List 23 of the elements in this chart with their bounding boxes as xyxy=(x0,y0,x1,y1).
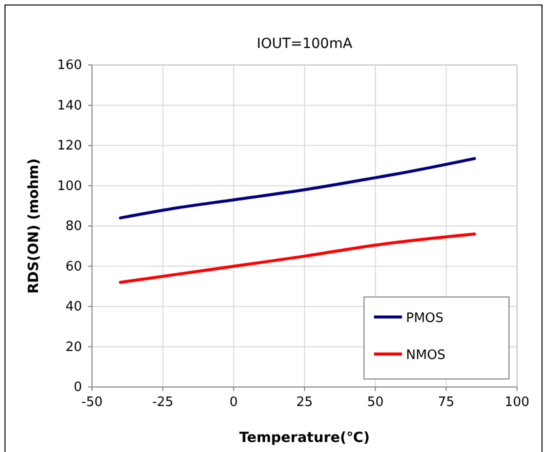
x-tick-label: 100 xyxy=(504,395,530,410)
y-tick-label: 20 xyxy=(65,340,82,355)
x-tick-label: -25 xyxy=(152,395,174,410)
line-series xyxy=(118,157,476,220)
legend-label: NMOS xyxy=(406,348,446,363)
y-tick-label: 40 xyxy=(65,300,82,315)
x-tick-label: -50 xyxy=(81,395,103,410)
line-series xyxy=(118,232,476,284)
y-tick-label: 100 xyxy=(57,178,82,194)
y-tick-label: 120 xyxy=(57,138,82,154)
y-tick-label: 0 xyxy=(74,380,82,396)
legend-label: PMOS xyxy=(406,311,444,326)
y-tick-label: 80 xyxy=(65,219,82,234)
x-tick-label: 0 xyxy=(230,395,238,410)
y-axis-title: RDS(ON) (mohm) xyxy=(26,158,42,294)
y-tick-label: 60 xyxy=(65,259,82,274)
x-tick-label: 25 xyxy=(296,395,313,410)
y-tick-label: 160 xyxy=(57,58,82,74)
chart-title: IOUT=100mA xyxy=(256,36,353,52)
x-tick-label: 50 xyxy=(367,395,384,410)
y-tick-label: 140 xyxy=(57,98,82,114)
x-tick-label: 75 xyxy=(438,395,454,410)
x-axis-title: Temperature(℃) xyxy=(239,430,370,446)
